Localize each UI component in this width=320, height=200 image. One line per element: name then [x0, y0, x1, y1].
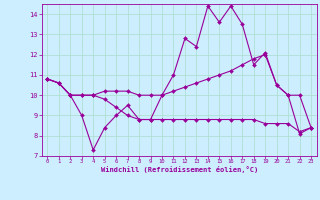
X-axis label: Windchill (Refroidissement éolien,°C): Windchill (Refroidissement éolien,°C) [100, 166, 258, 173]
